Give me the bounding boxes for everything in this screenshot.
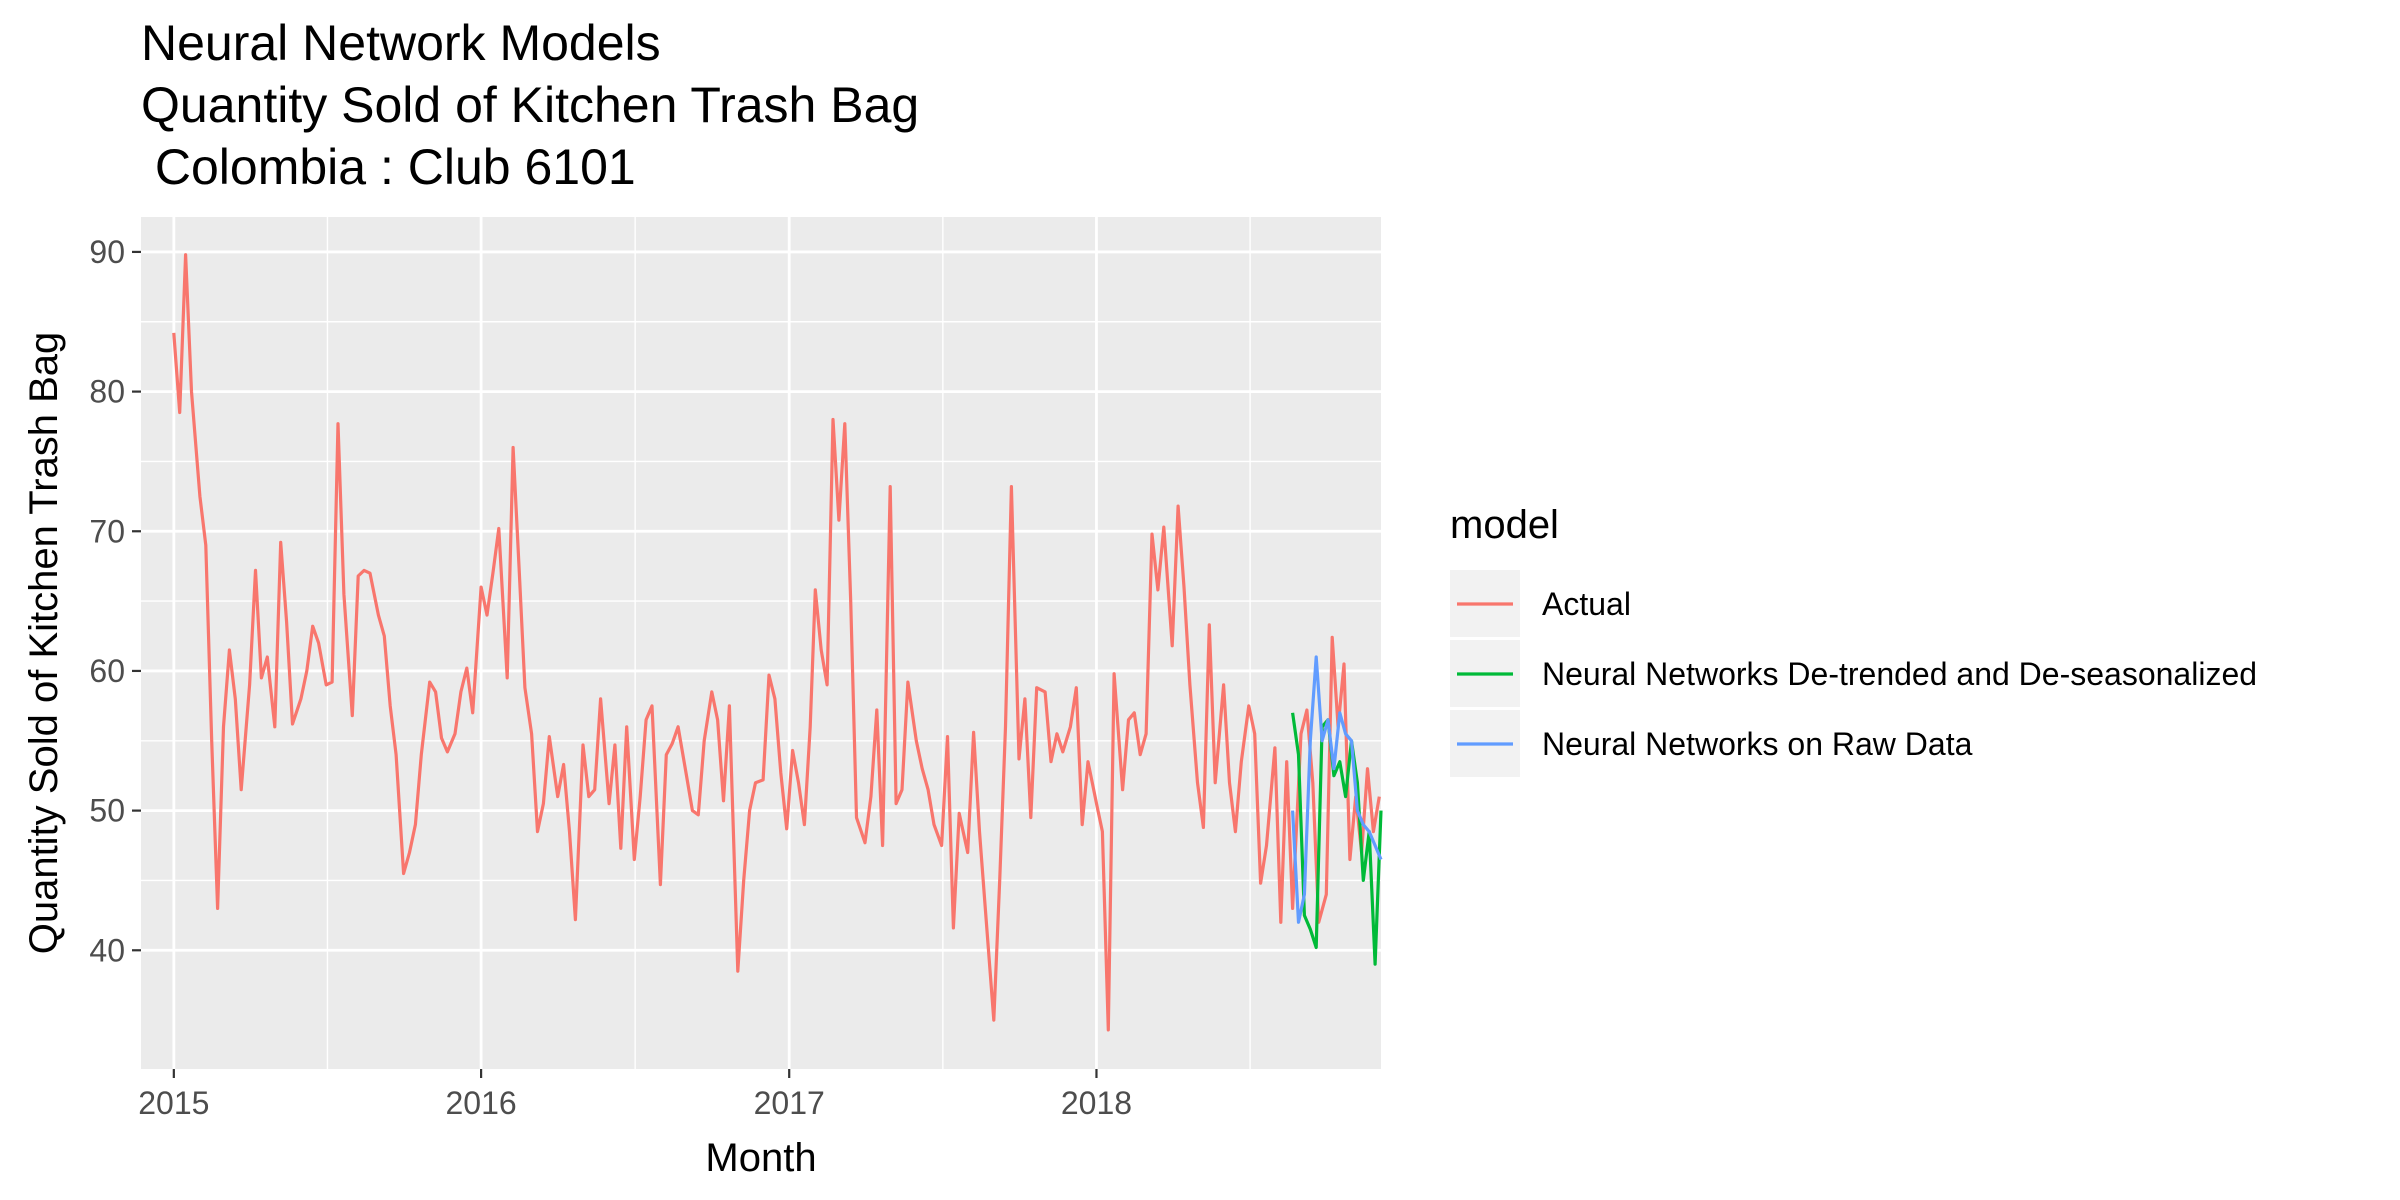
- major-gridlines: [141, 217, 1381, 1069]
- y-tick-label: 50: [89, 793, 125, 829]
- series-line-1: [1291, 712, 1383, 966]
- legend-label: Neural Networks De-trended and De-season…: [1542, 656, 2257, 692]
- title-line-2: Quantity Sold of Kitchen Trash Bag: [141, 77, 919, 133]
- y-tick-label: 40: [89, 932, 125, 968]
- x-tick-label: 2015: [138, 1085, 209, 1121]
- legend-label: Actual: [1542, 586, 1631, 622]
- y-tick-label: 80: [89, 374, 125, 410]
- legend-label: Neural Networks on Raw Data: [1542, 726, 1973, 762]
- title-line-1: Neural Network Models: [141, 15, 661, 71]
- x-tick-label: 2017: [754, 1085, 825, 1121]
- legend-item-1: Neural Networks De-trended and De-season…: [1450, 640, 2257, 707]
- legend: model Actual Neural Networks De-trended a…: [1450, 503, 2257, 777]
- x-axis: 2015 2016 2017 2018: [138, 1069, 1132, 1121]
- y-tick-label: 70: [89, 513, 125, 549]
- chart-title: Neural Network Models Quantity Sold of K…: [141, 15, 919, 195]
- title-line-3: Colombia : Club 6101: [141, 139, 636, 195]
- series-line-2: [1291, 655, 1383, 924]
- y-tick-label: 90: [89, 234, 125, 270]
- legend-item-2: Neural Networks on Raw Data: [1450, 710, 1973, 777]
- legend-items: Actual Neural Networks De-trended and De-…: [1450, 570, 2257, 777]
- legend-title: model: [1450, 503, 1559, 547]
- series-lines: [172, 253, 1383, 1032]
- y-tick-label: 60: [89, 653, 125, 689]
- y-axis-title: Quantity Sold of Kitchen Trash Bag: [22, 332, 66, 955]
- legend-item-0: Actual: [1450, 570, 1631, 637]
- series-line-0: [172, 253, 1381, 1032]
- x-tick-label: 2018: [1061, 1085, 1132, 1121]
- minor-gridlines: [141, 217, 1381, 1069]
- x-axis-title: Month: [705, 1136, 816, 1180]
- y-axis: 40 50 60 70 80 90: [89, 234, 141, 968]
- x-tick-label: 2016: [446, 1085, 517, 1121]
